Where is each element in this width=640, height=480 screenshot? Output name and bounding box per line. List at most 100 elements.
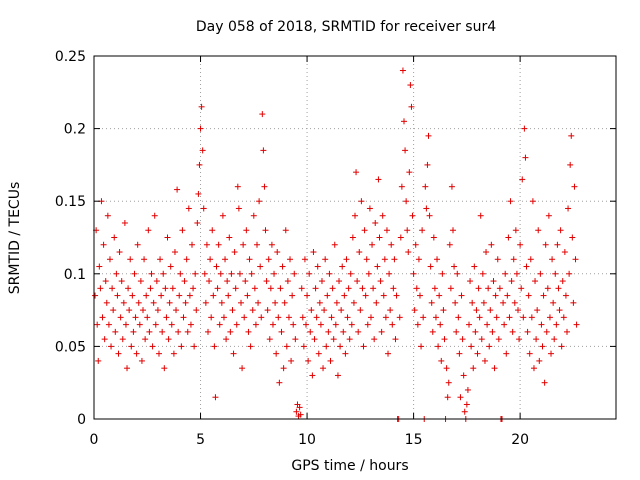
- data-point: [337, 343, 344, 350]
- data-point: [312, 285, 319, 292]
- data-point: [446, 241, 453, 248]
- data-point: [381, 256, 388, 263]
- x-tick-label: 20: [511, 432, 529, 448]
- data-point: [236, 270, 243, 277]
- data-point: [206, 278, 213, 285]
- data-point: [409, 212, 416, 219]
- data-point: [110, 307, 117, 314]
- data-point: [535, 227, 542, 234]
- data-point: [383, 227, 390, 234]
- data-point: [196, 161, 203, 168]
- data-point: [376, 234, 383, 241]
- data-point: [218, 299, 225, 306]
- data-point: [399, 67, 406, 74]
- y-tick-label: 0.1: [64, 267, 86, 283]
- data-point: [327, 357, 334, 364]
- data-point: [386, 270, 393, 277]
- data-point: [263, 278, 270, 285]
- data-point: [340, 328, 347, 335]
- data-point: [252, 321, 259, 328]
- data-point: [505, 234, 512, 241]
- data-point: [339, 263, 346, 270]
- data-point: [426, 212, 433, 219]
- data-point: [307, 328, 314, 335]
- data-point: [571, 183, 578, 190]
- data-point: [174, 186, 181, 193]
- data-point: [480, 299, 487, 306]
- data-point: [137, 278, 144, 285]
- data-point: [195, 190, 202, 197]
- data-point: [280, 365, 287, 372]
- data-point: [138, 357, 145, 364]
- data-point: [292, 336, 299, 343]
- data-point: [119, 336, 126, 343]
- data-point: [440, 307, 447, 314]
- data-point: [516, 336, 523, 343]
- data-point: [500, 299, 507, 306]
- data-point: [316, 299, 323, 306]
- data-point: [379, 212, 386, 219]
- data-point: [562, 292, 569, 299]
- data-point: [158, 292, 165, 299]
- data-point: [572, 256, 579, 263]
- data-point: [398, 183, 405, 190]
- data-point: [425, 132, 432, 139]
- data-point: [348, 321, 355, 328]
- data-point: [246, 256, 253, 263]
- data-point: [532, 278, 539, 285]
- data-point: [266, 336, 273, 343]
- data-point: [132, 314, 139, 321]
- data-point: [257, 263, 264, 270]
- data-point: [512, 227, 519, 234]
- data-point: [278, 328, 285, 335]
- data-point: [308, 307, 315, 314]
- data-point: [112, 328, 119, 335]
- data-point: [373, 299, 380, 306]
- data-point: [504, 292, 511, 299]
- data-point: [281, 299, 288, 306]
- data-point: [179, 227, 186, 234]
- data-point: [265, 256, 272, 263]
- data-point: [162, 285, 169, 292]
- data-point: [129, 292, 136, 299]
- data-point: [372, 219, 379, 226]
- data-point: [234, 183, 241, 190]
- data-point: [465, 321, 472, 328]
- data-point: [355, 328, 362, 335]
- data-point: [210, 292, 217, 299]
- data-point: [338, 307, 345, 314]
- data-point: [357, 307, 364, 314]
- data-point: [407, 82, 414, 89]
- data-point: [460, 372, 467, 379]
- data-point: [282, 227, 289, 234]
- data-point: [380, 292, 387, 299]
- data-point: [247, 343, 254, 350]
- data-point: [390, 285, 397, 292]
- data-point: [557, 227, 564, 234]
- data-point: [310, 249, 317, 256]
- axis-ticks: 0 0.05 0.1 0.15 0.2 0.25 0 5 10 15 20: [55, 49, 616, 448]
- data-point: [352, 212, 358, 219]
- data-point: [140, 307, 147, 314]
- data-point: [326, 270, 333, 277]
- data-point: [467, 278, 474, 285]
- data-point: [464, 386, 471, 393]
- data-point: [251, 285, 258, 292]
- data-point: [126, 307, 133, 314]
- data-point: [427, 263, 434, 270]
- data-point: [101, 336, 108, 343]
- data-point: [523, 263, 530, 270]
- data-point: [241, 314, 248, 321]
- data-point: [248, 270, 255, 277]
- data-point: [131, 270, 138, 277]
- data-point: [94, 321, 101, 328]
- data-point: [214, 285, 221, 292]
- data-point: [527, 256, 534, 263]
- data-point: [561, 249, 568, 256]
- data-point: [439, 270, 446, 277]
- data-point: [491, 365, 498, 372]
- data-point: [444, 394, 451, 401]
- data-point: [102, 278, 109, 285]
- data-point: [199, 147, 206, 154]
- data-point: [161, 365, 168, 372]
